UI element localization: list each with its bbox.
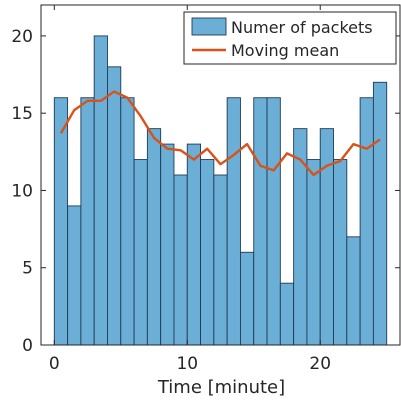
bar (306, 159, 321, 346)
y-tick-label: 0 (22, 336, 33, 356)
bars-group (53, 35, 388, 346)
moving-mean-layer (59, 90, 381, 177)
x-tick-label: 10 (176, 354, 198, 374)
bar (107, 66, 122, 346)
y-tick-label: 20 (11, 27, 33, 47)
x-axis-title: Time [minute] (157, 377, 285, 398)
legend-swatch-bars (191, 17, 227, 36)
bar (333, 159, 348, 346)
bar (80, 97, 95, 346)
bar (53, 97, 69, 346)
bar (160, 143, 175, 346)
bar (186, 143, 202, 346)
bar (319, 128, 334, 346)
bar (253, 97, 268, 346)
bar (213, 174, 228, 346)
bar (93, 35, 108, 346)
bar (239, 251, 255, 346)
bar (67, 205, 82, 346)
bar (372, 81, 388, 346)
bar (359, 97, 374, 346)
x-tick-label: 0 (49, 354, 60, 374)
legend: Numer of packets Moving mean (183, 11, 397, 65)
axes-group: 0 5 10 15 20 0 10 20 Time [minute] (11, 4, 401, 398)
bar (200, 159, 215, 346)
bar (133, 159, 148, 346)
y-tick-label: 5 (22, 259, 33, 279)
bar (266, 97, 281, 346)
plot-frame (40, 4, 401, 346)
bar (279, 282, 295, 346)
legend-label-moving-mean: Moving mean (231, 41, 339, 60)
bar (120, 97, 135, 346)
moving-mean-line (59, 90, 381, 177)
bar (346, 236, 361, 346)
legend-label-packets: Numer of packets (231, 18, 373, 37)
bar (226, 97, 241, 346)
y-tick-label: 15 (11, 104, 33, 124)
bar (173, 174, 188, 346)
y-tick-label: 10 (11, 181, 33, 201)
x-tick-label: 20 (309, 354, 331, 374)
bar (146, 128, 162, 346)
